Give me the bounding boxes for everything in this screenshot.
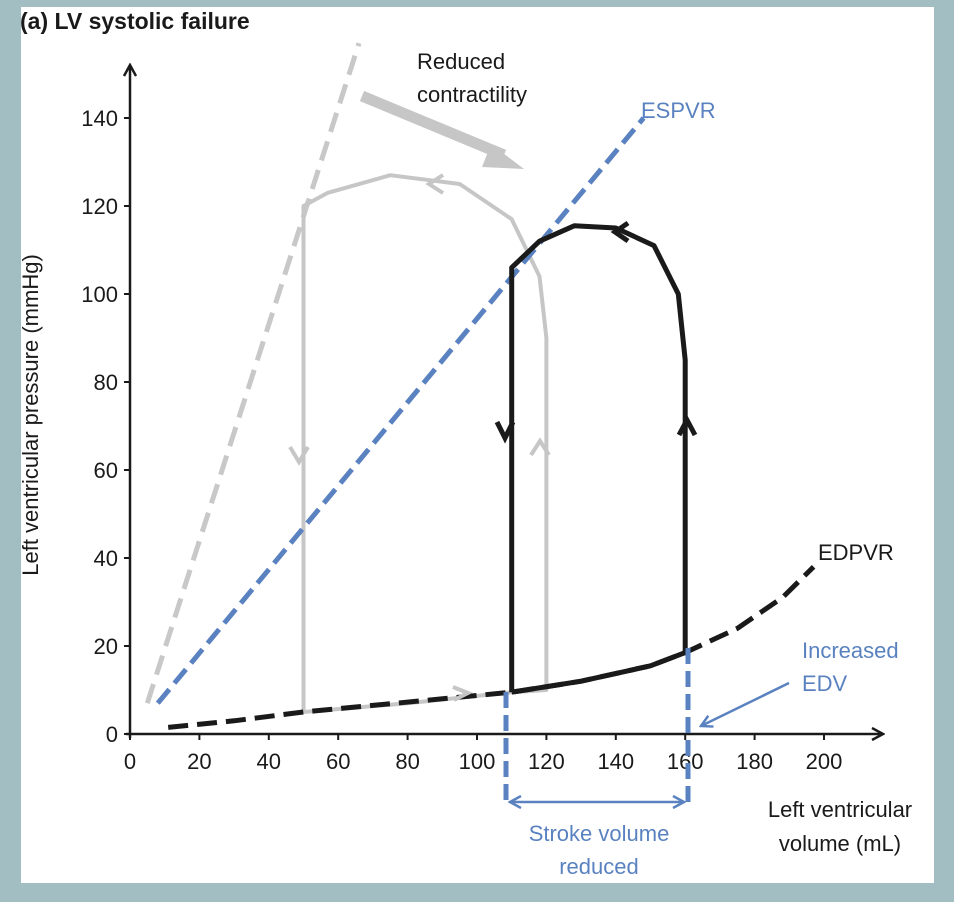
reduced-contractility-arrow [359,90,524,169]
direction-arrows [288,173,698,702]
x-tick-label: 100 [459,749,496,774]
y-tick-label: 80 [94,370,118,395]
gray-loop-arrow-left [288,445,310,466]
x-ticks: 0 20 40 60 80 100 120 140 160 180 200 [124,734,842,774]
series-line-failure-loop [509,223,688,695]
gray-loop-arrow-top [425,173,445,195]
x-tick-label: 20 [187,749,211,774]
x-tick-label: 140 [597,749,634,774]
annotation-edv: EDV [802,671,848,696]
x-tick-label: 80 [395,749,419,774]
y-tick-label: 140 [81,106,118,131]
chart-title: (a) LV systolic failure [21,8,250,34]
x-axis-label-line-2: volume (mL) [779,831,901,856]
annotation-reduced-sv: reduced [559,854,639,879]
y-tick-label: 20 [94,634,118,659]
annotation-edpvr: EDPVR [818,540,894,565]
y-axis-label: Left ventricular pressure (mmHg) [21,254,43,576]
x-tick-label: 40 [257,749,281,774]
axes [126,65,883,738]
annotation-increased: Increased [802,638,899,663]
gray-loop-arrow-bottom [452,685,473,702]
gray-loop-arrow-right [529,437,551,457]
x-tick-label: 120 [528,749,565,774]
pv-loop-chart: (a) LV systolic failure 0 20 40 60 80 100 120 1… [21,8,912,879]
series-line-reference-dashed [144,42,362,704]
figure-panel: (a) LV systolic failure 0 20 40 60 80 100 120 1… [21,7,934,883]
y-tick-label: 100 [81,282,118,307]
stroke-volume-bracket [503,648,691,807]
series-line-espvr [155,116,646,705]
annotation-reduced: Reduced [417,49,505,74]
black-loop-arrow-top [610,220,630,244]
x-tick-label: 200 [806,749,843,774]
y-tick-label: 0 [106,722,118,747]
black-loop-arrow-right [676,414,698,437]
x-tick-label: 180 [736,749,773,774]
annotation-espvr: ESPVR [641,98,716,123]
y-tick-label: 120 [81,194,118,219]
annotation-stroke-volume: Stroke volume [529,821,670,846]
x-tick-label: 160 [667,749,704,774]
black-loop-arrow-left [494,420,516,444]
y-tick-label: 40 [94,546,118,571]
annotation-contractility: contractility [417,82,527,107]
increased-edv-arrow [701,681,790,726]
y-ticks: 0 20 40 60 80 100 120 140 [81,106,130,747]
x-tick-label: 0 [124,749,136,774]
series-line-edpvr [167,565,816,730]
y-tick-label: 60 [94,458,118,483]
x-axis-label-line-1: Left ventricular [768,797,912,822]
x-tick-label: 60 [326,749,350,774]
